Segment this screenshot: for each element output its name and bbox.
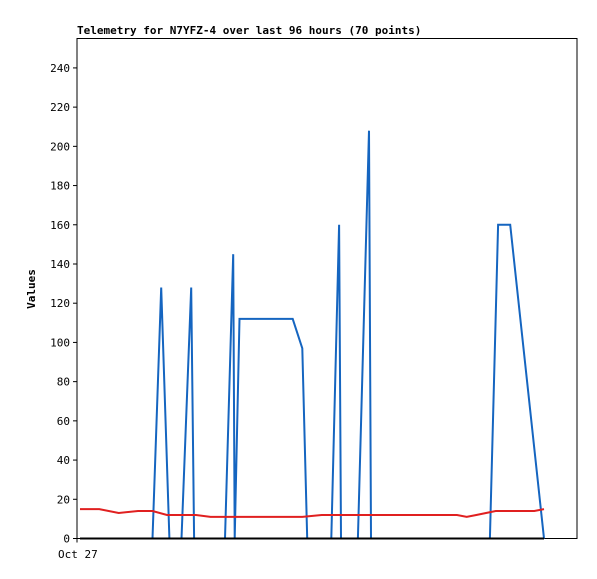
y-tick-label: 40: [57, 454, 70, 467]
series-line-2: [80, 508, 545, 518]
x-axis: Oct 27: [58, 538, 98, 561]
chart-title: Telemetry for N7YFZ-4 over last 96 hours…: [77, 24, 421, 37]
y-axis-label: Values: [25, 269, 38, 309]
y-tick-label: 100: [50, 336, 70, 349]
series-line-1: [80, 130, 545, 540]
y-tick-label: 160: [50, 219, 70, 232]
y-tick-label: 80: [57, 376, 70, 389]
y-tick-label: 120: [50, 297, 70, 310]
plot-area: [76, 38, 578, 539]
y-tick-label: 0: [63, 533, 70, 546]
y-tick-label: 220: [50, 101, 70, 114]
y-tick-label: 20: [57, 493, 70, 506]
y-tick-label: 140: [50, 258, 70, 271]
x-tick-label: Oct 27: [58, 548, 98, 561]
y-axis: 0 20 40 60 80 100 120 140 160 180 200 220 240: [50, 62, 77, 546]
y-tick-label: 60: [57, 415, 70, 428]
y-tick-label: 240: [50, 62, 70, 75]
series-layer: [80, 130, 545, 540]
y-tick-label: 180: [50, 180, 70, 193]
y-tick-label: 200: [50, 140, 70, 153]
